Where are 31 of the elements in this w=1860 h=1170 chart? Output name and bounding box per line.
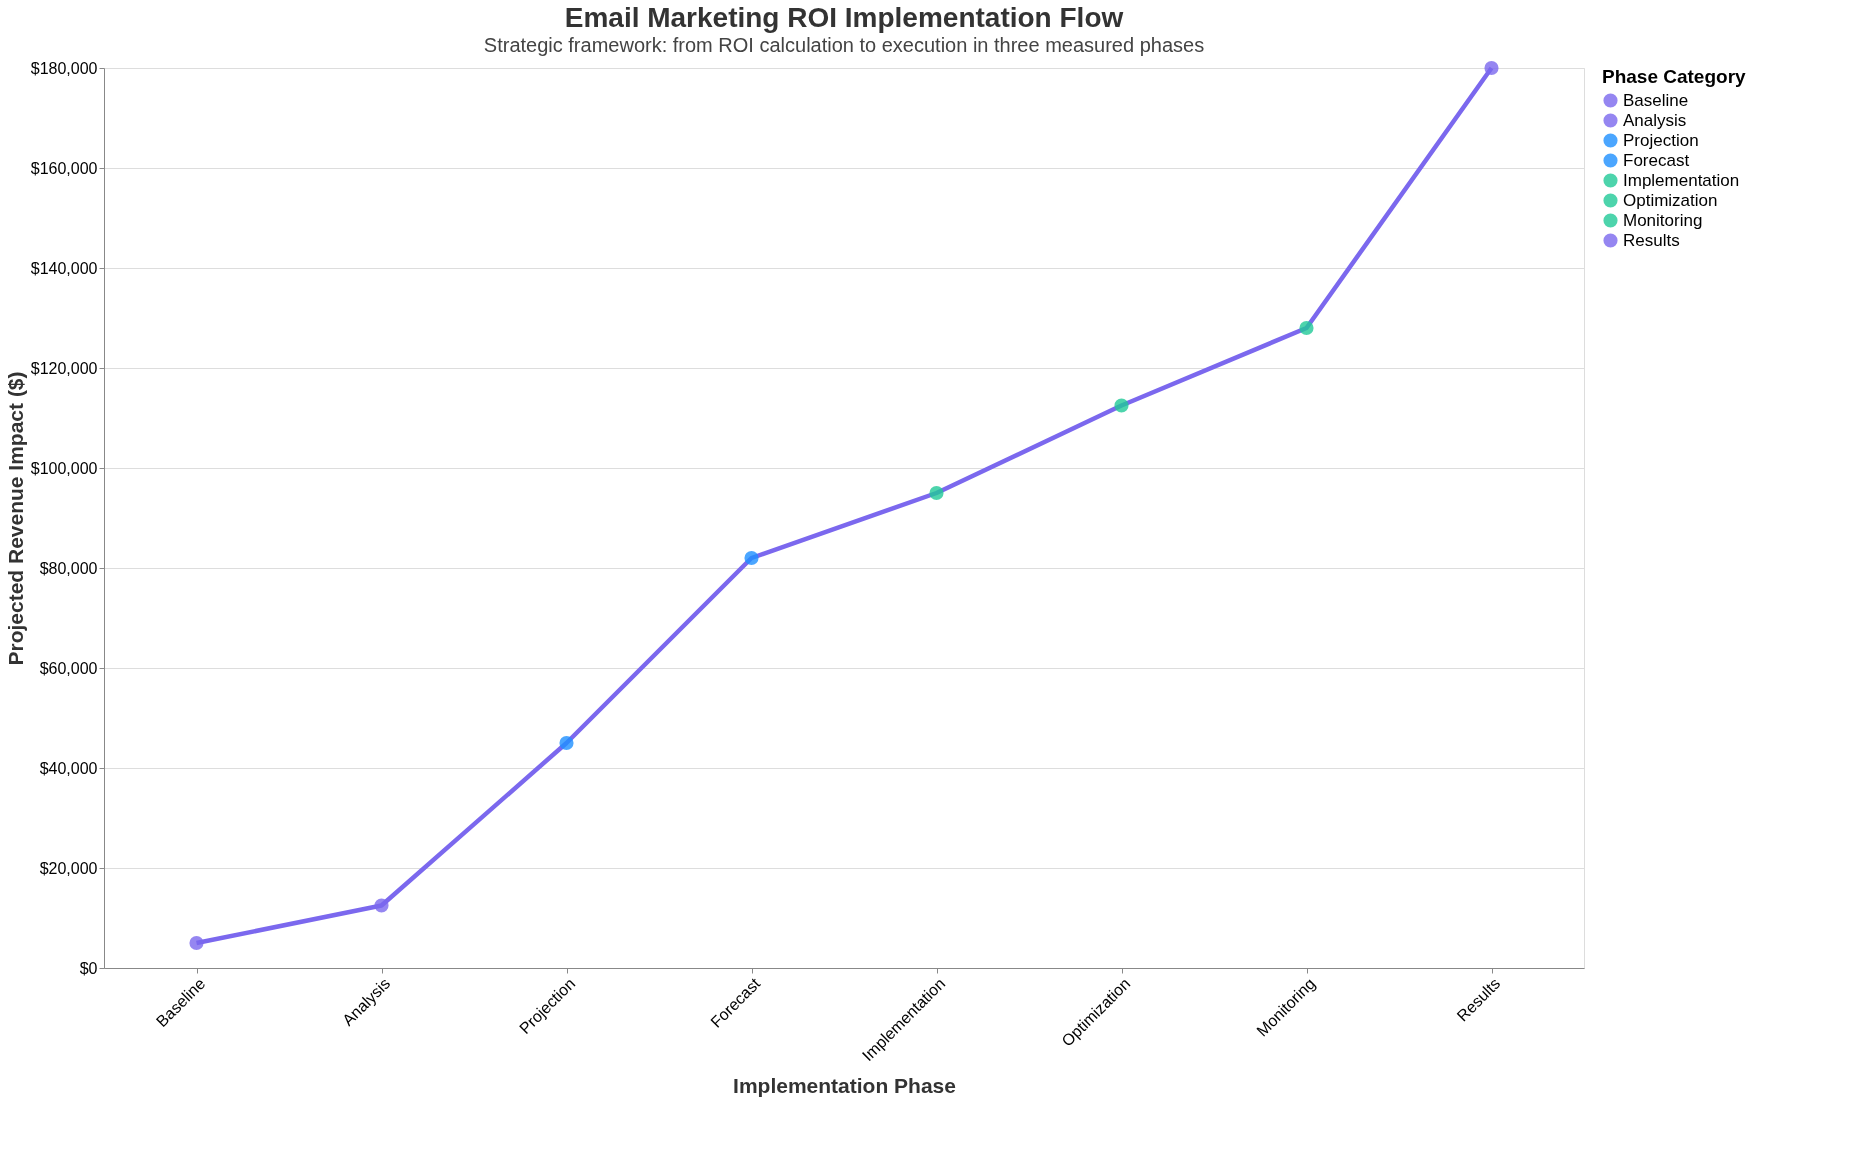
legend-label: Baseline [1623, 90, 1689, 110]
legend-label: Forecast [1623, 150, 1690, 170]
point [929, 485, 944, 501]
y-tick-label: $20,000 [39, 859, 98, 877]
legend-label: Projection [1623, 130, 1699, 150]
y-tick-label: $60,000 [39, 659, 98, 677]
y-axis-title: Projected Revenue Impact ($) [3, 371, 27, 666]
y-tick-label: $0 [79, 959, 98, 977]
point [1114, 398, 1129, 413]
legend-label: Implementation [1623, 170, 1740, 190]
chart-subtitle: Strategic framework: from ROI calculation to execution in three measured phases [483, 34, 1205, 56]
legend-title: Phase Category [1602, 66, 1747, 87]
point [374, 898, 389, 913]
point [744, 550, 759, 566]
point [189, 935, 204, 951]
legend-label: Results [1623, 230, 1680, 250]
chart-title: Email Marketing ROI Implementation Flow [564, 2, 1124, 33]
y-tick-label: $120,000 [30, 359, 98, 377]
y-tick-label: $80,000 [39, 559, 98, 577]
y-tick-label: $40,000 [39, 759, 98, 777]
legend-label: Monitoring [1623, 210, 1703, 230]
y-tick-label: $100,000 [30, 459, 98, 477]
point [1484, 60, 1499, 76]
legend-label: Analysis [1623, 110, 1687, 130]
y-tick-label: $180,000 [30, 59, 98, 77]
x-axis-title: Implementation Phase [733, 1074, 956, 1098]
y-tick-label: $160,000 [30, 159, 98, 177]
y-tick-label: $140,000 [30, 259, 98, 277]
legend-label: Optimization [1623, 190, 1718, 210]
point [559, 735, 574, 751]
point [1299, 320, 1314, 336]
